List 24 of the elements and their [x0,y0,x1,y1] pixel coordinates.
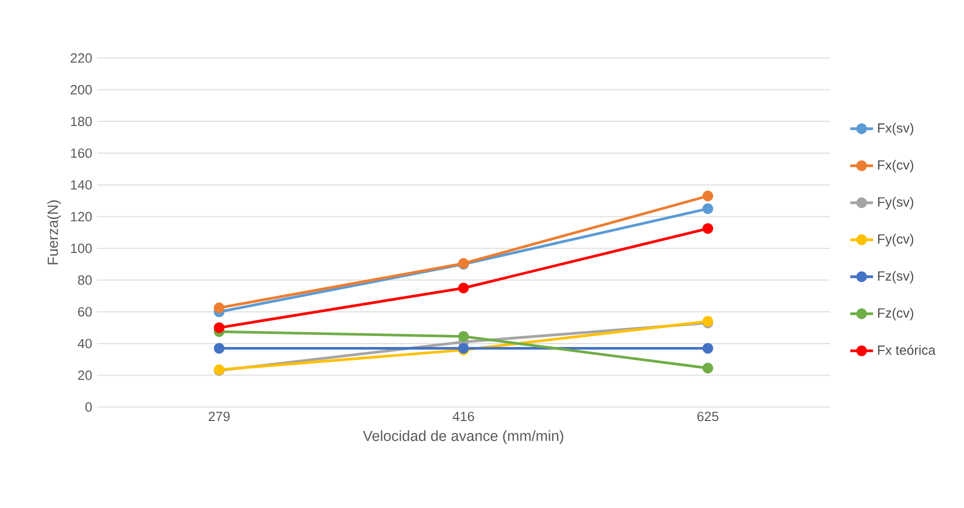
x-tick-label: 625 [697,412,718,422]
y-tick-label: 160 [71,148,92,158]
x-tick-label: 416 [452,412,474,422]
x-axis-title: Velocidad de avance (mm/min) [362,430,564,444]
legend-label: Fy(sv) [878,196,914,210]
y-tick-label: 140 [71,180,92,190]
legend-label: Fz(sv) [878,270,914,284]
y-tick-label: 20 [78,370,92,380]
y-tick-label: 180 [71,116,92,126]
y-tick-label: 80 [78,275,92,285]
legend-label: Fy(cv) [878,234,914,246]
legend-label: Fx(cv) [878,160,914,172]
y-tick-label: 200 [70,85,92,94]
y-tick-label: 120 [71,212,92,222]
legend-label: Fz(cv) [878,308,914,320]
y-tick-label: 0 [85,402,92,412]
x-tick-label: 279 [208,412,230,422]
legend-label: Fx teórica [878,344,936,355]
y-tick-label: 40 [78,338,92,348]
y-tick-label: 220 [70,53,92,63]
y-tick-label: 100 [71,244,92,254]
legend-label: Fx(sv) [878,122,914,136]
y-tick-label: 60 [78,307,92,317]
y-axis-title: Fuerza(N) [47,200,61,264]
